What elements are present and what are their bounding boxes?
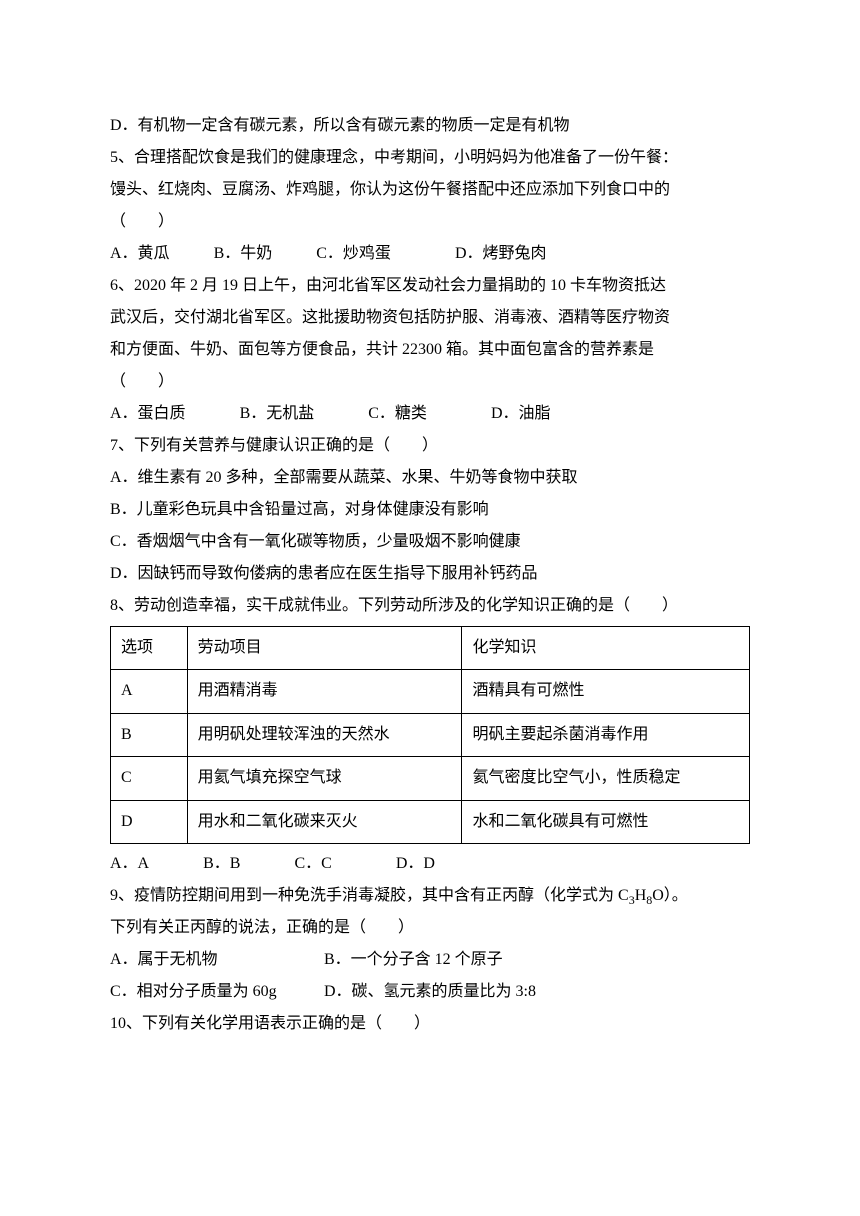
table-row: A 用酒精消毒 酒精具有可燃性	[111, 670, 750, 713]
table-header-row: 选项 劳动项目 化学知识	[111, 627, 750, 670]
table-header-col3: 化学知识	[462, 627, 750, 670]
q8-option-a: A．A	[110, 855, 149, 872]
q9-option-b: B．一个分子含 12 个原子	[324, 951, 503, 968]
q7-stem: 7、下列有关营养与健康认识正确的是（ ）	[110, 430, 750, 462]
table-row: D 用水和二氧化碳来灭火 水和二氧化碳具有可燃性	[111, 800, 750, 843]
q7-option-b: B．儿童彩色玩具中含铅量过高，对身体健康没有影响	[110, 494, 750, 526]
table-cell: 明矾主要起杀菌消毒作用	[462, 713, 750, 756]
table-row: C 用氦气填充探空气球 氦气密度比空气小，性质稳定	[111, 757, 750, 800]
q5-stem-line2: 馒头、红烧肉、豆腐汤、炸鸡腿，你认为这份午餐搭配中还应添加下列食口中的	[110, 174, 750, 206]
table-cell: A	[111, 670, 188, 713]
q9-stem-line2: 下列有关正丙醇的说法，正确的是（ ）	[110, 912, 750, 944]
q5-stem-line3: （ ）	[110, 206, 750, 238]
q5-option-a: A．黄瓜	[110, 245, 170, 262]
q9-stem-line1: 9、疫情防控期间用到一种免洗手消毒凝胶，其中含有正丙醇（化学式为 C3H8O）。	[110, 880, 750, 912]
q8-table: 选项 劳动项目 化学知识 A 用酒精消毒 酒精具有可燃性 B 用明矾处理较浑浊的…	[110, 626, 750, 844]
q9-option-c: C．相对分子质量为 60g	[110, 976, 320, 1008]
q9-options-row2: C．相对分子质量为 60g D．碳、氢元素的质量比为 3:8	[110, 976, 750, 1008]
table-cell: 用水和二氧化碳来灭火	[187, 800, 462, 843]
table-cell: 用明矾处理较浑浊的天然水	[187, 713, 462, 756]
table-cell: 水和二氧化碳具有可燃性	[462, 800, 750, 843]
q7-option-c: C．香烟烟气中含有一氧化碳等物质，少量吸烟不影响健康	[110, 526, 750, 558]
q6-option-c: C．糖类	[368, 405, 427, 422]
q9-options-row1: A．属于无机物 B．一个分子含 12 个原子	[110, 944, 750, 976]
q5-option-d: D．烤野兔肉	[455, 245, 547, 262]
q5-options: A．黄瓜 B．牛奶 C．炒鸡蛋 D．烤野兔肉	[110, 238, 750, 270]
q6-option-a: A．蛋白质	[110, 405, 186, 422]
q10-stem: 10、下列有关化学用语表示正确的是（ ）	[110, 1008, 750, 1040]
q8-option-b: B．B	[203, 855, 240, 872]
q6-option-d: D．油脂	[491, 405, 551, 422]
table-cell: 氦气密度比空气小，性质稳定	[462, 757, 750, 800]
table-cell: D	[111, 800, 188, 843]
q9-option-d: D．碳、氢元素的质量比为 3:8	[324, 983, 536, 1000]
q8-option-d: D．D	[396, 855, 435, 872]
table-cell: C	[111, 757, 188, 800]
q5-option-b: B．牛奶	[214, 245, 273, 262]
q4-option-d: D．有机物一定含有碳元素，所以含有碳元素的物质一定是有机物	[110, 110, 750, 142]
q8-option-c: C．C	[294, 855, 331, 872]
q6-stem-line2: 武汉后，交付湖北省军区。这批援助物资包括防护服、消毒液、酒精等医疗物资	[110, 302, 750, 334]
q7-option-a: A．维生素有 20 多种，全部需要从蔬菜、水果、牛奶等食物中获取	[110, 462, 750, 494]
q9-stem-text3: O）。	[652, 887, 688, 904]
q6-options: A．蛋白质 B．无机盐 C．糖类 D．油脂	[110, 398, 750, 430]
q9-stem-text1: 9、疫情防控期间用到一种免洗手消毒凝胶，其中含有正丙醇（化学式为 C	[110, 887, 629, 904]
table-row: B 用明矾处理较浑浊的天然水 明矾主要起杀菌消毒作用	[111, 713, 750, 756]
q6-stem-line3: 和方便面、牛奶、面包等方便食品，共计 22300 箱。其中面包富含的营养素是	[110, 334, 750, 366]
q6-stem-line1: 6、2020 年 2 月 19 日上午，由河北省军区发动社会力量捐助的 10 卡…	[110, 270, 750, 302]
q6-stem-line4: （ ）	[110, 366, 750, 398]
table-cell: 用酒精消毒	[187, 670, 462, 713]
q5-stem-line1: 5、合理搭配饮食是我们的健康理念，中考期间，小明妈妈为他准备了一份午餐：	[110, 142, 750, 174]
q9-option-a: A．属于无机物	[110, 944, 320, 976]
q9-stem-text2: H	[635, 887, 647, 904]
table-cell: 酒精具有可燃性	[462, 670, 750, 713]
table-header-col2: 劳动项目	[187, 627, 462, 670]
q6-option-b: B．无机盐	[240, 405, 315, 422]
q8-stem: 8、劳动创造幸福，实干成就伟业。下列劳动所涉及的化学知识正确的是（ ）	[110, 590, 750, 622]
q5-option-c: C．炒鸡蛋	[316, 245, 391, 262]
q8-options: A．A B．B C．C D．D	[110, 848, 750, 880]
table-cell: 用氦气填充探空气球	[187, 757, 462, 800]
q7-option-d: D．因缺钙而导致佝偻病的患者应在医生指导下服用补钙药品	[110, 558, 750, 590]
table-cell: B	[111, 713, 188, 756]
table-header-col1: 选项	[111, 627, 188, 670]
